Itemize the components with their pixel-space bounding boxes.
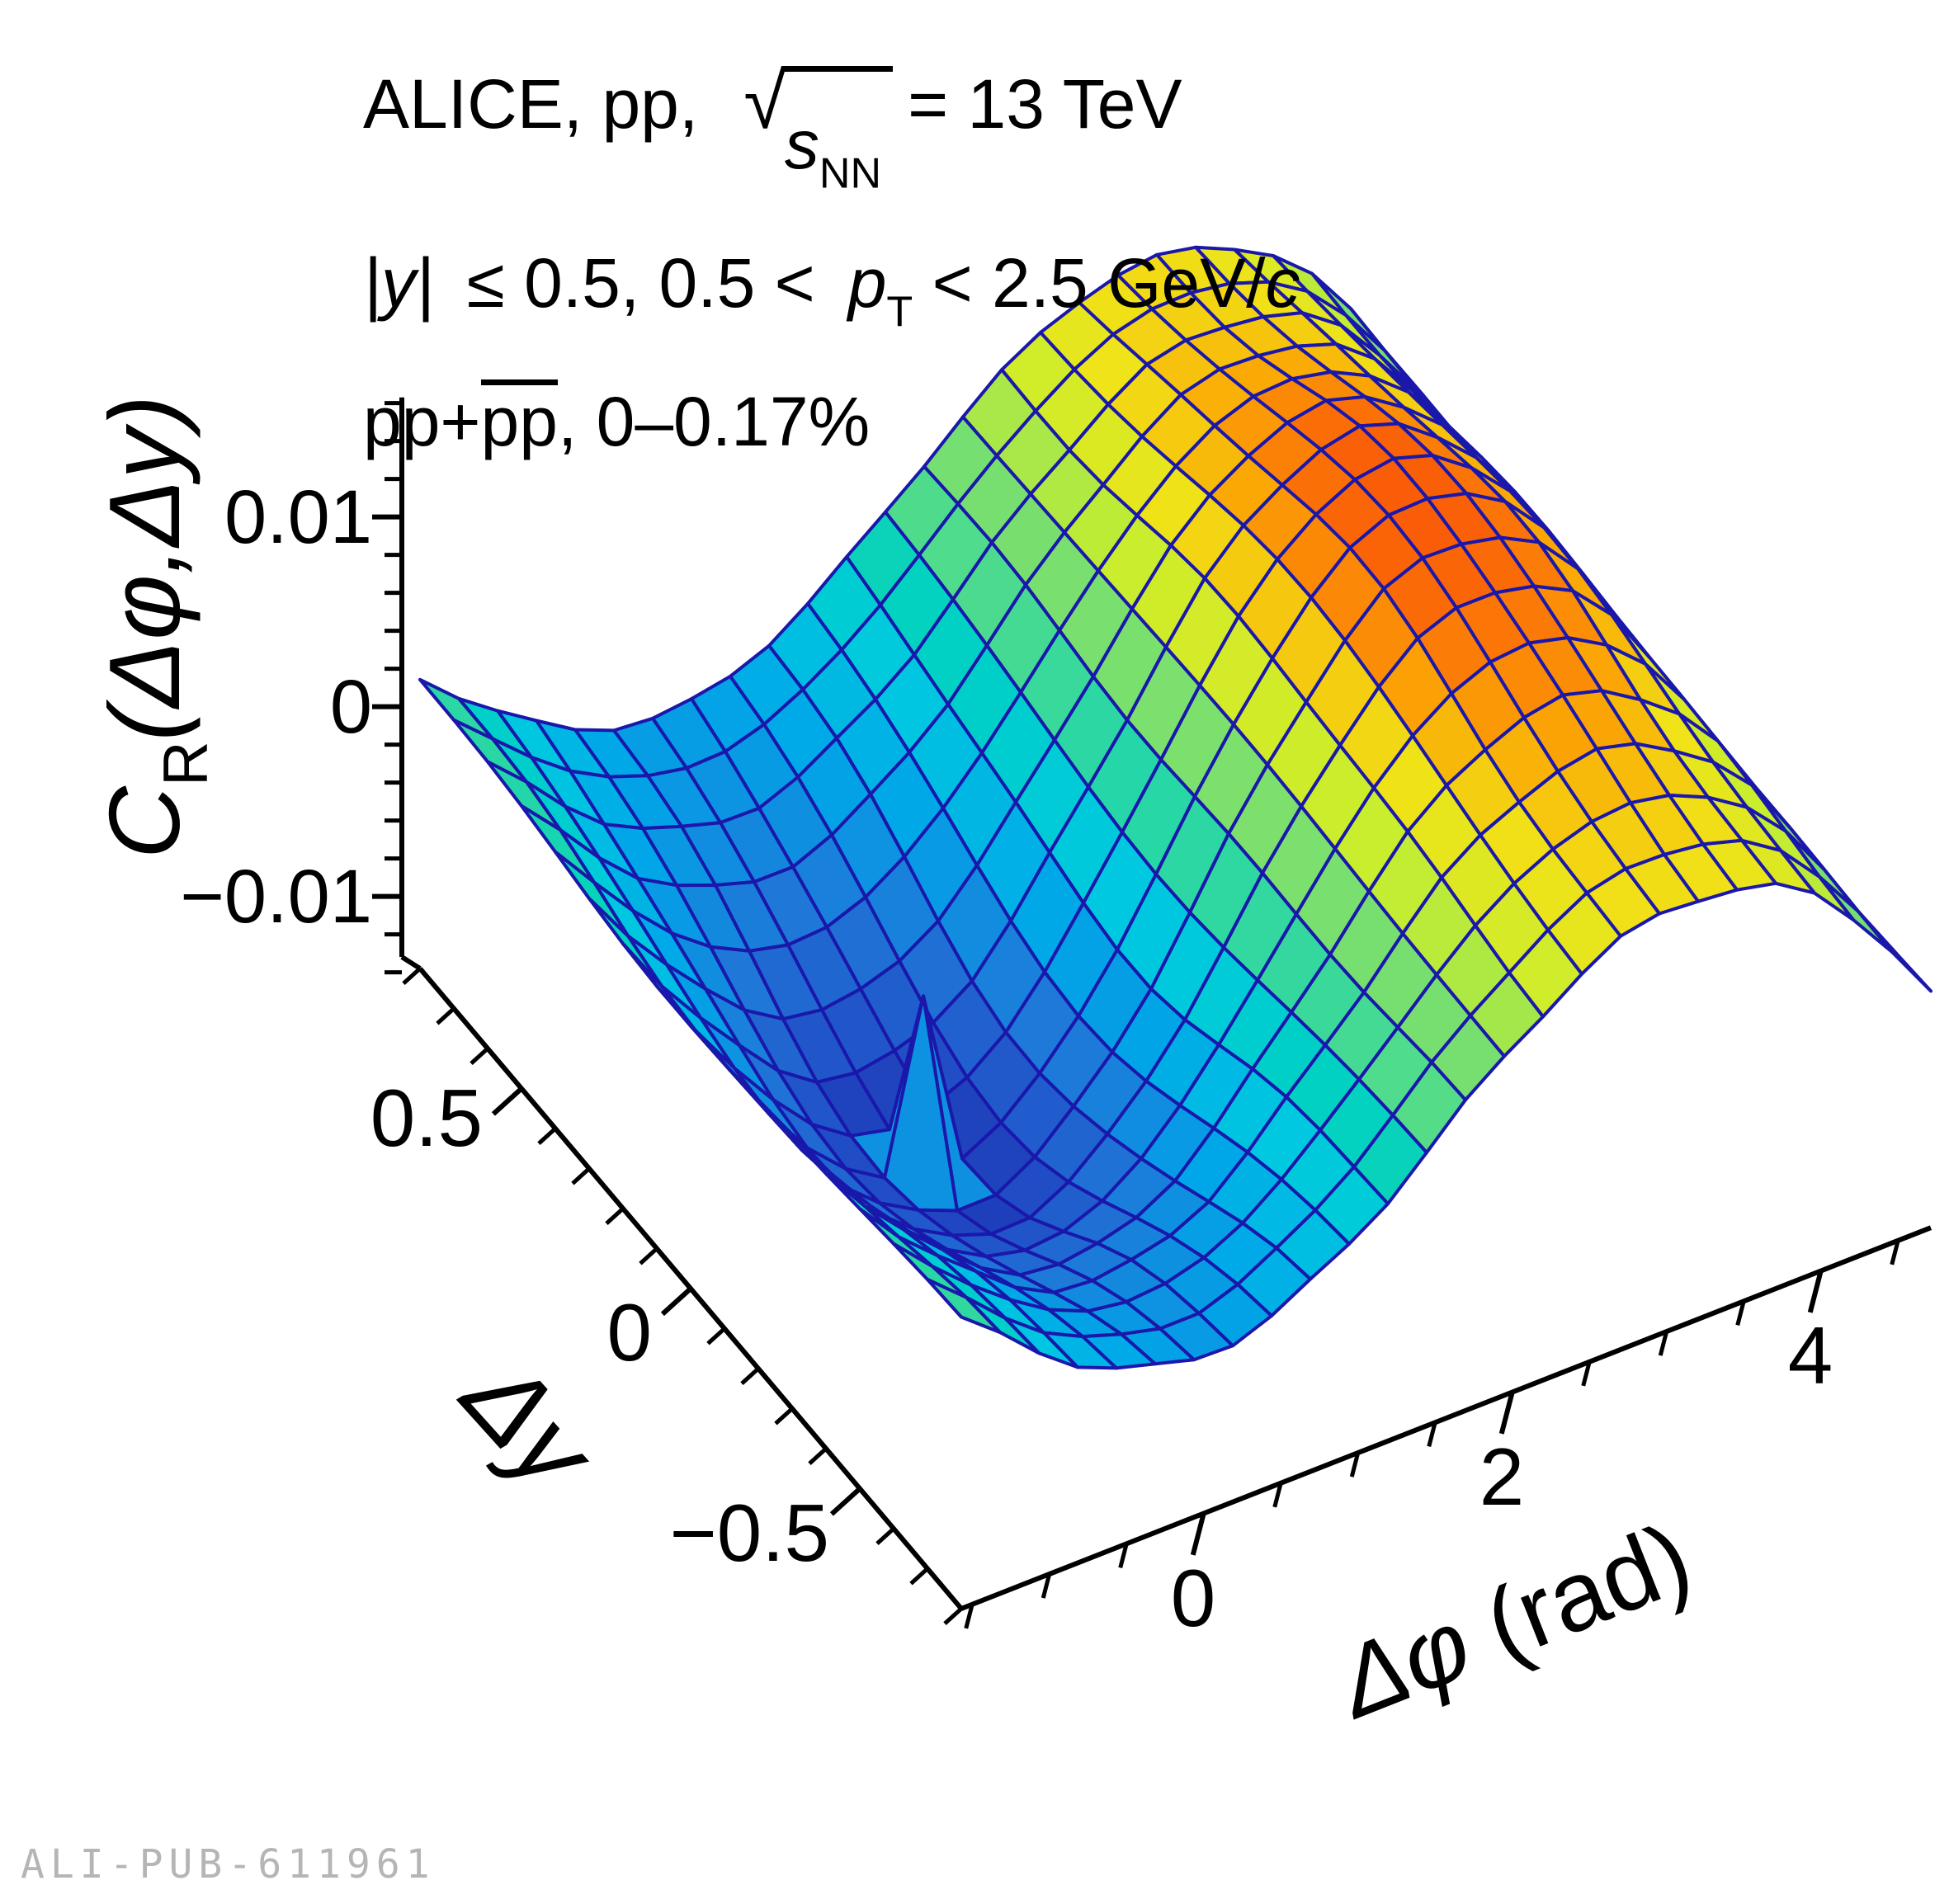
- z-tick-label-m0p01: −0.01: [180, 855, 372, 939]
- watermark-text: ALI-PUB-611961: [21, 1841, 436, 1888]
- annotation-line-kinematics: |y| ≤ 0.5, 0.5 < pT < 2.5 GeV/c: [363, 244, 1300, 337]
- axes-frame: [372, 397, 1932, 1629]
- dphi-tick-label-4: 4: [1787, 1310, 1833, 1401]
- ppbar-overline: pp: [480, 379, 558, 456]
- annotation-line-collision: ALICE, pp, √ sNN = 13 TeV: [363, 35, 1300, 214]
- z-axis-title: CR(Δφ,Δy): [88, 394, 222, 860]
- dphi-tick-label-0: 0: [1170, 1553, 1216, 1643]
- annotation-line-pairs: pp+pp, 0–0.17%: [363, 352, 1300, 491]
- dphi-tick-label-2: 2: [1479, 1431, 1525, 1522]
- z-tick-label-0: 0: [329, 665, 372, 749]
- sqrt-snn: √ sNN: [743, 58, 894, 214]
- dy-tick-label-m0p5: −0.5: [669, 1487, 829, 1578]
- sqrt-sign: √: [743, 58, 786, 144]
- z-tick-label-0p01: 0.01: [224, 475, 372, 559]
- plot-annotations: ALICE, pp, √ sNN = 13 TeV |y| ≤ 0.5, 0.5 < pT…: [363, 35, 1300, 491]
- dy-tick-label-0: 0: [606, 1287, 652, 1378]
- dy-tick-label-0p5: 0.5: [370, 1072, 483, 1163]
- surface-mesh: [418, 245, 1932, 1370]
